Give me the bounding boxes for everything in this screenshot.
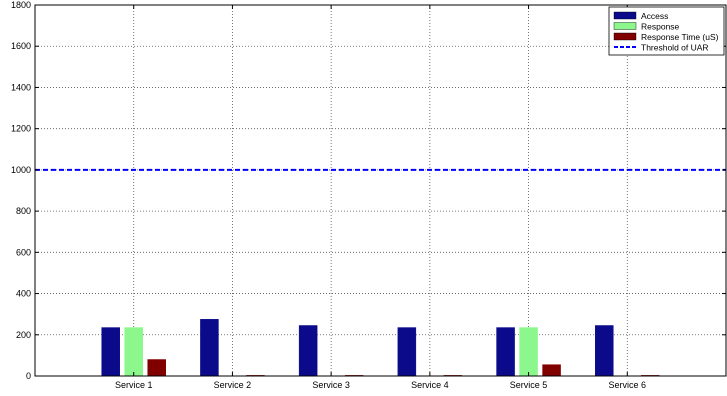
y-tick-label: 0 (26, 371, 31, 381)
bar-access (496, 327, 515, 377)
legend-label: Threshold of UAR (641, 43, 709, 53)
y-tick-label: 1600 (11, 41, 31, 51)
bar-response-time-us (542, 364, 561, 377)
legend-swatch (613, 32, 637, 41)
legend-label: Response Time (uS) (641, 32, 719, 42)
x-tick-label: Service 5 (510, 380, 548, 390)
bar-access (595, 325, 614, 377)
grid-lines (35, 5, 726, 376)
x-tick-label: Service 1 (115, 380, 153, 390)
bar-access (200, 319, 219, 377)
y-tick-label: 800 (16, 206, 31, 216)
y-tick-label: 1800 (11, 0, 31, 10)
legend-swatch (613, 11, 637, 20)
y-tick-label: 400 (16, 289, 31, 299)
plot-area (35, 5, 726, 376)
legend-swatch (613, 22, 637, 30)
x-tick-label: Service 3 (312, 380, 350, 390)
bar-access (298, 325, 318, 377)
y-axis: 0 200 400 600 800 1000 1200 1400 1600 1800 (11, 0, 726, 381)
x-tick-label: Service 4 (411, 380, 449, 390)
plot-frame (34, 4, 727, 377)
x-axis: Service 1 Service 2 Service 3 Service 4 Serv… (115, 5, 646, 390)
bar-response (519, 327, 538, 377)
legend-label: Response (641, 22, 680, 32)
y-tick-label: 1200 (11, 124, 31, 134)
bar-access (101, 327, 120, 377)
y-tick-label: 1000 (11, 165, 31, 175)
legend-label: Access (641, 11, 668, 21)
y-tick-label: 1400 (11, 82, 31, 92)
y-tick-label: 600 (16, 247, 31, 257)
x-tick-label: Service 2 (214, 380, 252, 390)
bar-response-time-us (147, 359, 166, 377)
bar-access (397, 327, 417, 377)
y-tick-label: 200 (16, 330, 31, 340)
bar-response (124, 327, 143, 377)
x-tick-label: Service 6 (609, 380, 647, 390)
bars (101, 319, 660, 377)
